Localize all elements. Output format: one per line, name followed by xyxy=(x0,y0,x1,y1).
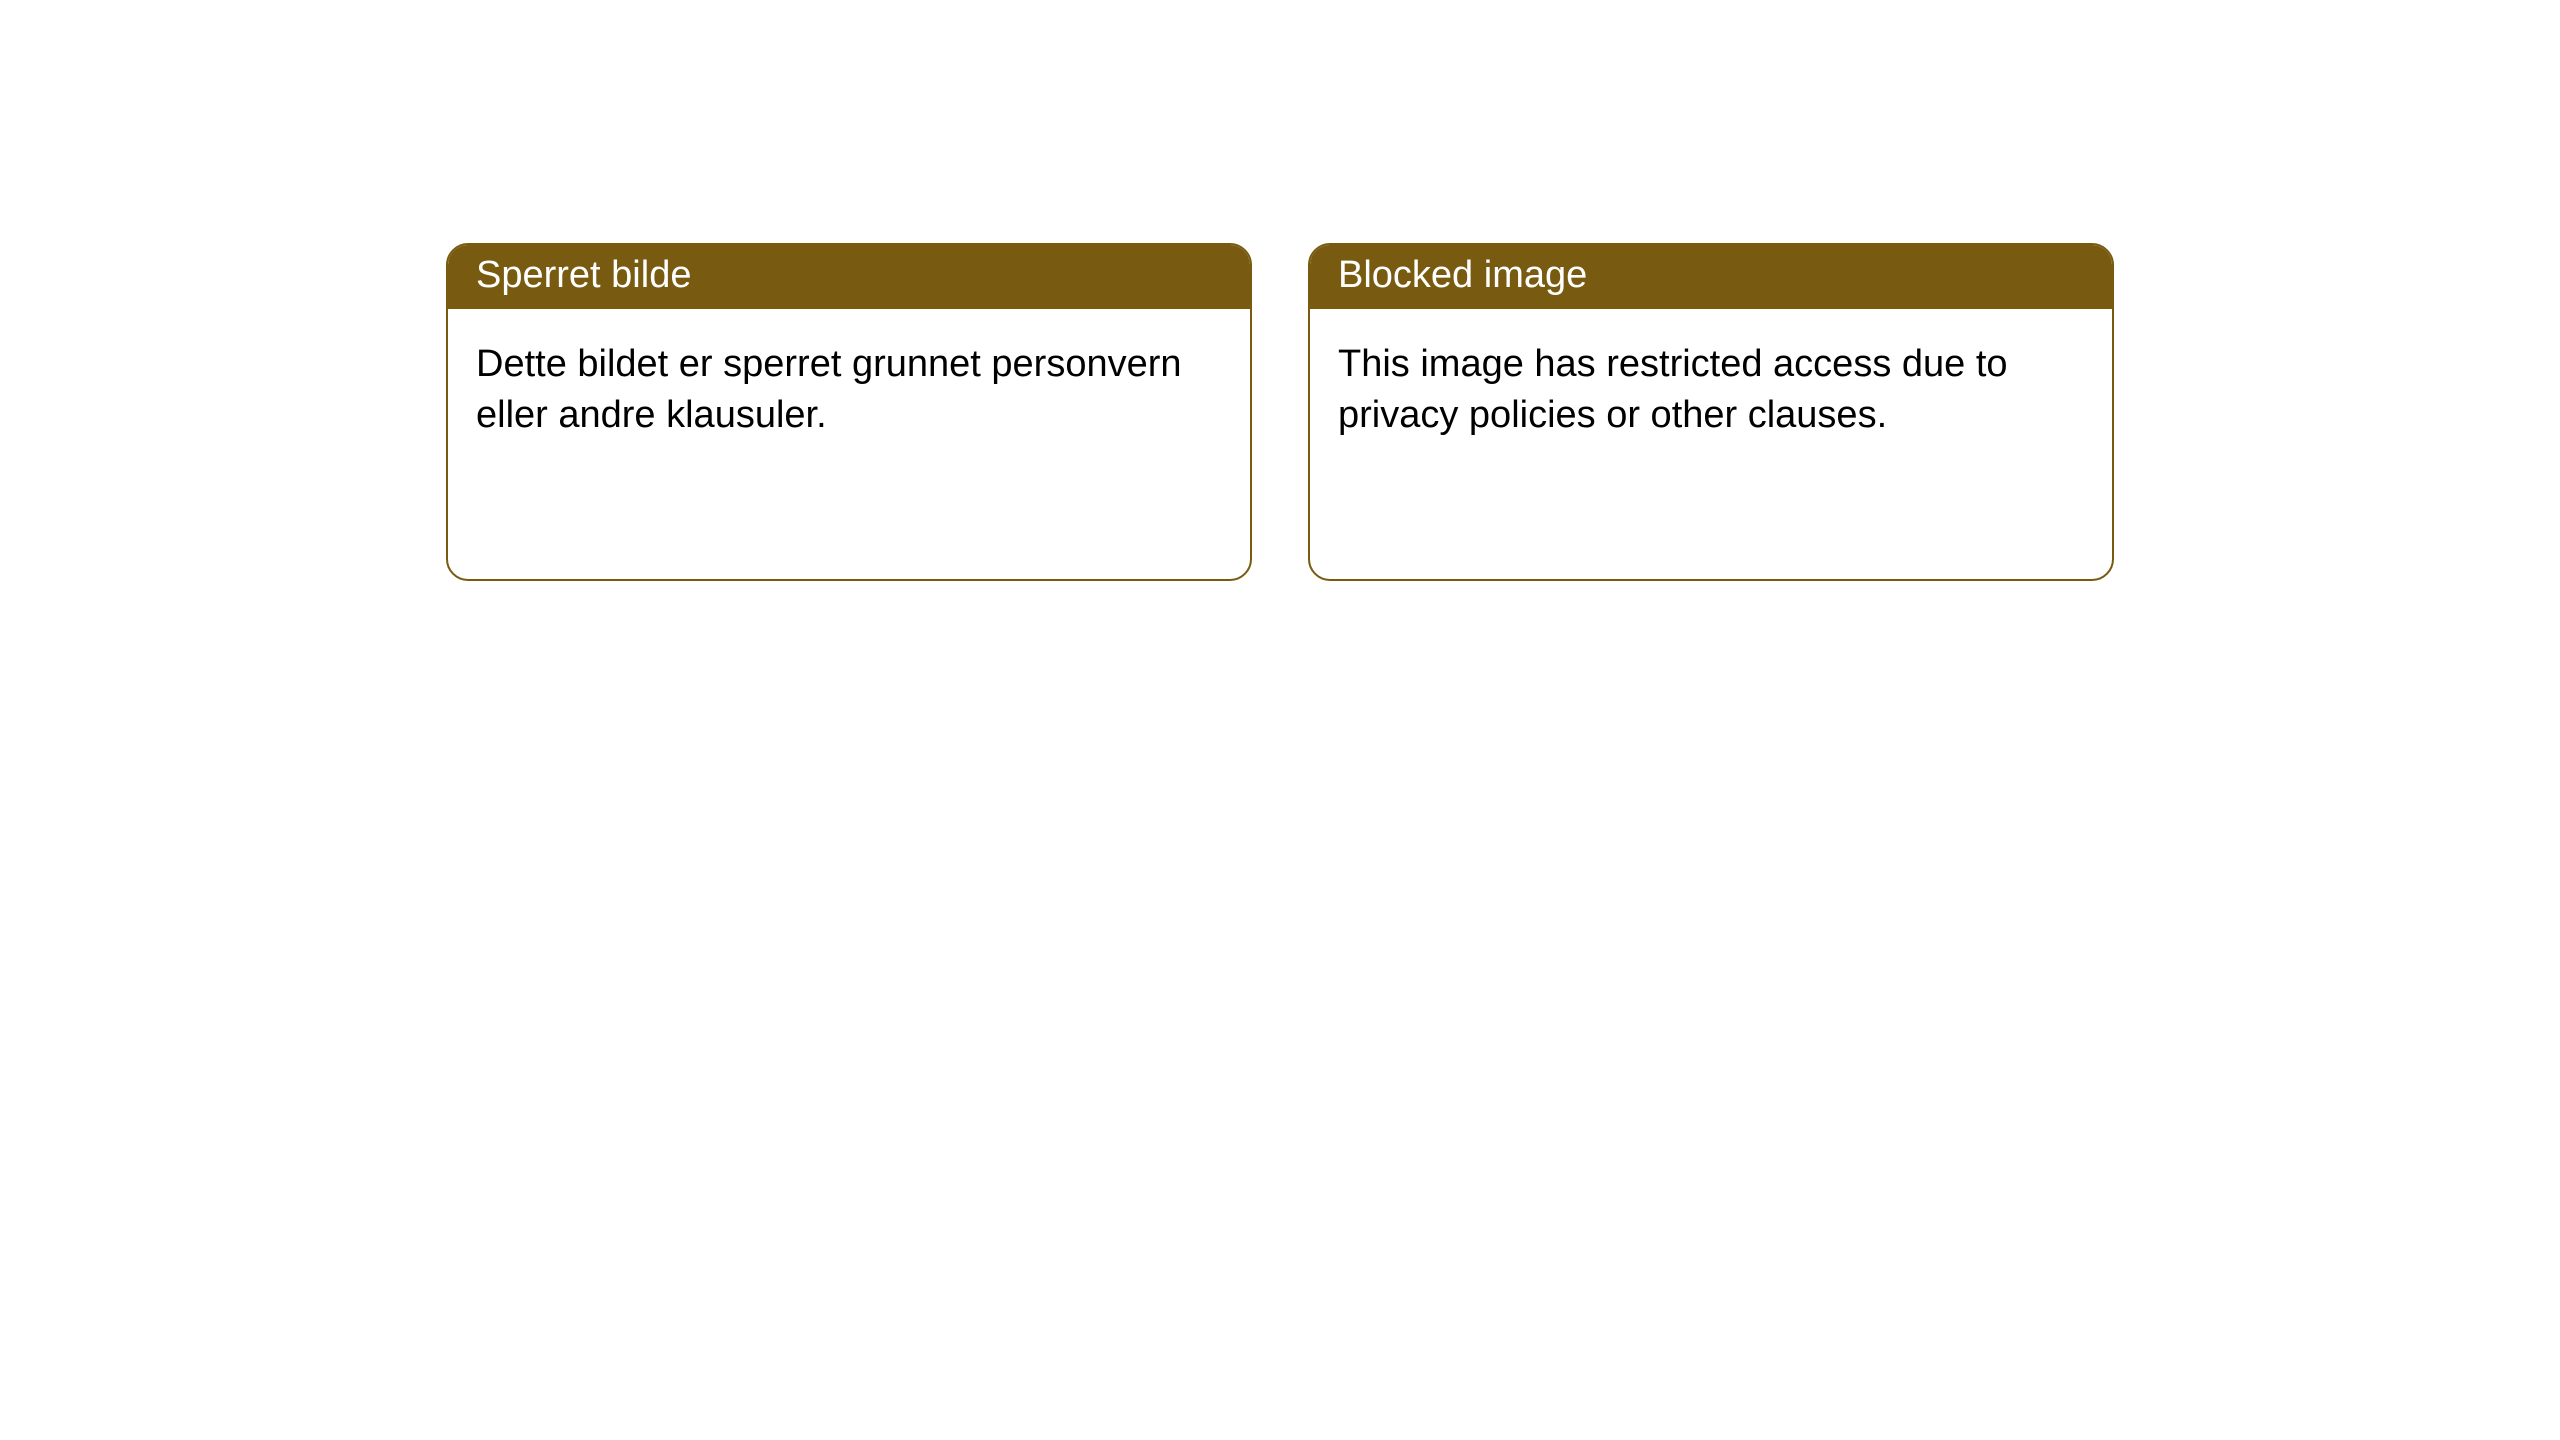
notice-card-title: Sperret bilde xyxy=(448,245,1250,309)
notice-card-body: This image has restricted access due to … xyxy=(1310,309,2112,472)
notice-cards-container: Sperret bilde Dette bildet er sperret gr… xyxy=(0,0,2560,581)
notice-card-body: Dette bildet er sperret grunnet personve… xyxy=(448,309,1250,472)
notice-card-english: Blocked image This image has restricted … xyxy=(1308,243,2114,581)
notice-card-title: Blocked image xyxy=(1310,245,2112,309)
notice-card-norwegian: Sperret bilde Dette bildet er sperret gr… xyxy=(446,243,1252,581)
